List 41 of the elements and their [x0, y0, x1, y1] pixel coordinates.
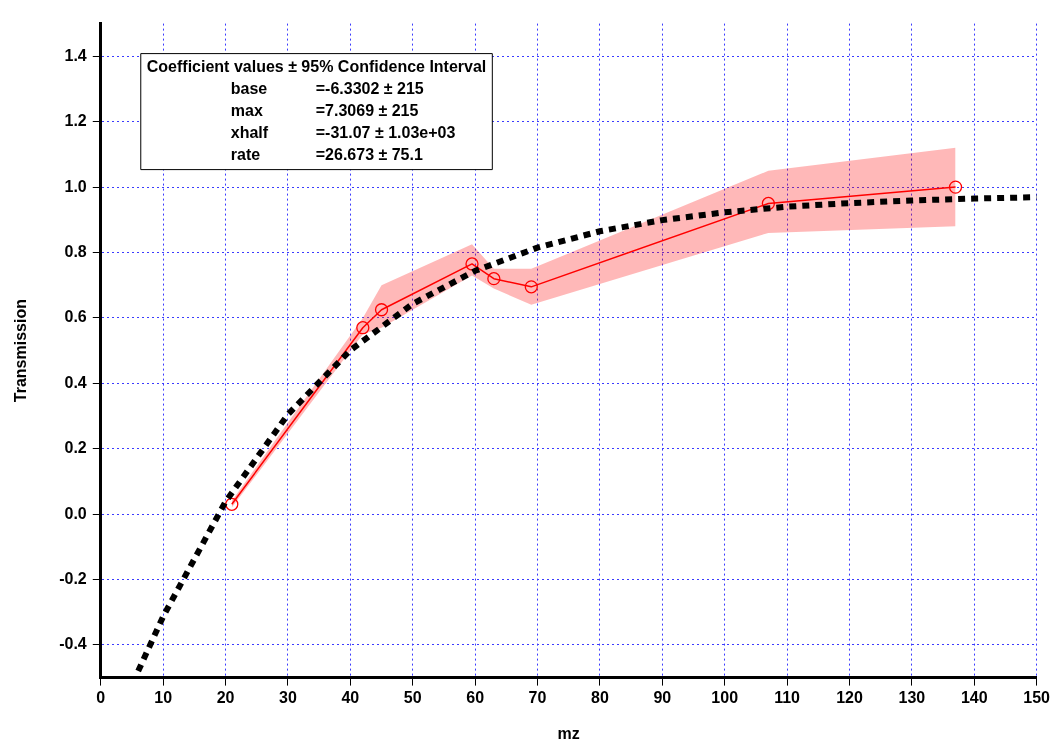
y-tick-label: 0.6	[64, 308, 87, 326]
annotation: Coefficient values ± 95% Confidence Interval	[146, 58, 487, 76]
y-axis-title: Transmission	[12, 299, 30, 403]
x-tick-label: 120	[836, 688, 863, 706]
point	[356, 321, 370, 335]
x-tick-label: 150	[1023, 688, 1051, 706]
y-tick-label: -0.2	[59, 569, 87, 587]
point	[948, 180, 963, 194]
text: xhalf =-31.07 ± 1.03e+03	[230, 124, 456, 142]
point	[465, 257, 479, 271]
y-tick-label: 1.0	[64, 177, 87, 195]
x-tick-label: 30	[279, 688, 297, 706]
x-tick-label: 140	[960, 688, 988, 706]
x-tick-label: 80	[591, 688, 609, 706]
y-tick-label: 0.4	[64, 373, 87, 391]
x-tick-label: 10	[154, 688, 173, 706]
x-tick-label: 100	[711, 688, 739, 706]
x-tick-label: 110	[774, 688, 801, 706]
x-tick-label: 70	[528, 688, 547, 706]
y-tick-label: 1.4	[64, 46, 87, 64]
y-tick-label: 0.0	[64, 504, 87, 522]
point	[374, 303, 389, 317]
x-tick-label: 20	[216, 688, 235, 706]
text: base =-6.3302 ± 215	[230, 80, 424, 98]
point	[761, 196, 776, 211]
x-tick-label: 40	[341, 688, 360, 706]
x-tick-label: 130	[898, 688, 926, 706]
x-tick-label: 90	[653, 688, 672, 706]
text: rate =26.673 ± 75.1	[230, 146, 423, 164]
x-tick-label: 0	[96, 688, 106, 706]
point	[487, 272, 501, 286]
point	[225, 497, 239, 511]
x-axis-title: mz	[557, 724, 580, 742]
y-tick-label: 0.2	[64, 439, 87, 457]
y-tick-label: -0.4	[59, 635, 87, 653]
y-tick-label: 0.8	[64, 242, 87, 260]
point	[524, 280, 538, 294]
x-tick-label: 60	[466, 688, 485, 706]
y-tick-label: 1.2	[64, 112, 87, 130]
x-tick-label: 50	[403, 688, 422, 706]
text: max =7.3069 ± 215	[230, 102, 419, 120]
